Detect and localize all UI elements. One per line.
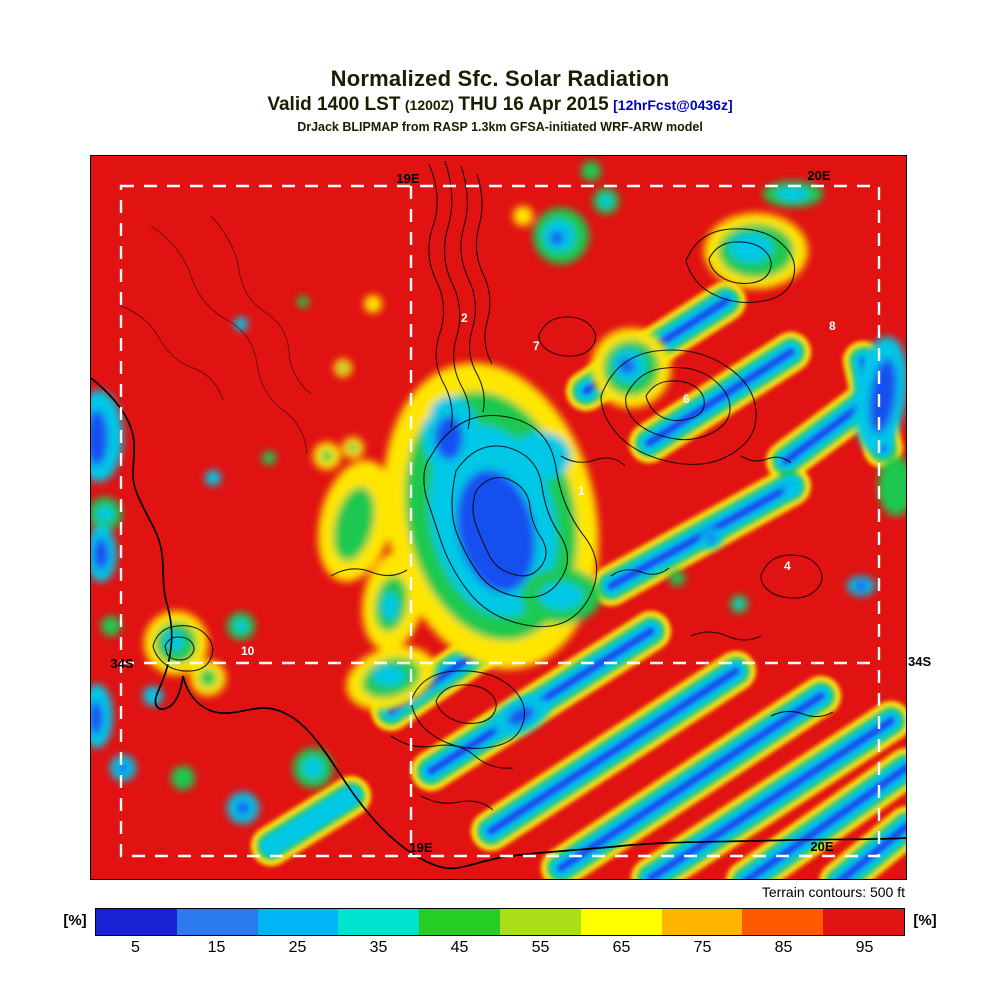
colorbar-tick: 15 [207, 939, 226, 956]
header: Normalized Sfc. Solar Radiation Valid 14… [0, 66, 1000, 134]
colorbar-segment [338, 909, 420, 935]
colorbar-bar [95, 908, 905, 936]
coastline [91, 377, 906, 870]
terrain-contours [152, 160, 834, 811]
page-title: Normalized Sfc. Solar Radiation [330, 66, 670, 91]
colorbar-segment [580, 909, 662, 935]
forecast-tag: [12hrFcst@0436z] [613, 97, 733, 113]
terrain-contours-note: Terrain contours: 500 ft [761, 884, 905, 900]
map-canvas: 19E 20E 19E 20E 34S 2 7 8 6 1 4 10 [90, 155, 907, 880]
grid-label-20e-top: 20E [807, 168, 830, 183]
colorbar-tick: 5 [131, 939, 140, 956]
colorbar-tick: 65 [612, 939, 631, 956]
colorbar-segment [742, 909, 824, 935]
colorbar-unit-right: [%] [913, 912, 937, 929]
colorbar-segment [176, 909, 258, 935]
site-marker-4: 4 [784, 559, 791, 573]
site-marker-10: 10 [241, 644, 255, 658]
colorbar-tick: 95 [855, 939, 874, 956]
valid-date: THU 16 Apr 2015 [458, 94, 609, 115]
site-marker-8: 8 [829, 319, 836, 333]
map-svg: 19E 20E 19E 20E 34S 2 7 8 6 1 4 10 [91, 156, 906, 879]
site-marker-1: 1 [578, 484, 585, 498]
colorbar-segment [257, 909, 339, 935]
colorbar-tick: 45 [450, 939, 469, 956]
colorbar-tick: 55 [531, 939, 550, 956]
grid-label-20e-bottom: 20E [810, 839, 833, 854]
valid-zulu: (1200Z) [404, 97, 454, 113]
colorbar-unit-left: [%] [63, 912, 87, 929]
terrain-contours-light [120, 215, 312, 455]
grid-label-34s-right: 34S [908, 654, 932, 669]
site-marker-6: 6 [683, 392, 690, 406]
grid-label-19e-bottom: 19E [409, 840, 432, 855]
colorbar-tick: 25 [288, 939, 307, 956]
colorbar-ticks: 5 15 25 35 45 55 65 75 85 95 [95, 936, 905, 957]
colorbar-tick: 75 [693, 939, 712, 956]
domain-boundary-dashed [119, 184, 881, 858]
model-line: DrJack BLIPMAP from RASP 1.3km GFSA-init… [297, 120, 703, 134]
colorbar-main: 5 15 25 35 45 55 65 75 85 95 [95, 908, 905, 957]
colorbar: [%] 5 15 25 35 45 55 65 [55, 908, 945, 957]
grid-label-19e-top: 19E [396, 171, 419, 186]
valid-line: Valid 1400 LST (1200Z) THU 16 Apr 2015 [… [0, 94, 1000, 116]
radiation-blobs [91, 161, 906, 824]
colorbar-segment [419, 909, 500, 935]
colorbar-segment [499, 909, 581, 935]
grid-label-34s-left: 34S [110, 656, 133, 671]
valid-time: Valid 1400 LST [267, 94, 401, 115]
colorbar-segment [823, 909, 904, 935]
colorbar-tick: 85 [774, 939, 793, 956]
colorbar-segment [661, 909, 743, 935]
site-marker-2: 2 [461, 311, 468, 325]
colorbar-segment [96, 909, 177, 935]
colorbar-tick: 35 [369, 939, 388, 956]
site-marker-7: 7 [533, 339, 540, 353]
